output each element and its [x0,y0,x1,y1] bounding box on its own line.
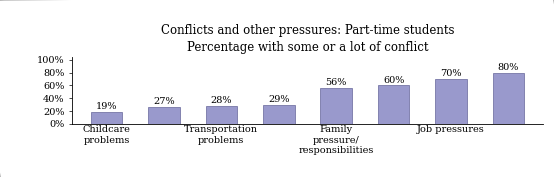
Text: 19%: 19% [96,102,117,111]
Bar [263,105,295,124]
Text: 27%: 27% [153,97,175,106]
Bar [435,79,467,124]
Text: 28%: 28% [211,96,232,105]
Text: 56%: 56% [326,78,347,87]
Bar [493,73,524,124]
Bar [378,85,409,124]
Bar [91,112,122,124]
Title: Conflicts and other pressures: Part-time students
Percentage with some or a lot : Conflicts and other pressures: Part-time… [161,24,454,54]
Bar [148,107,179,124]
Text: 60%: 60% [383,76,404,84]
Text: 29%: 29% [268,95,290,104]
Bar [206,106,237,124]
Bar [320,88,352,124]
Text: 70%: 70% [440,69,462,78]
Text: 80%: 80% [498,63,519,72]
